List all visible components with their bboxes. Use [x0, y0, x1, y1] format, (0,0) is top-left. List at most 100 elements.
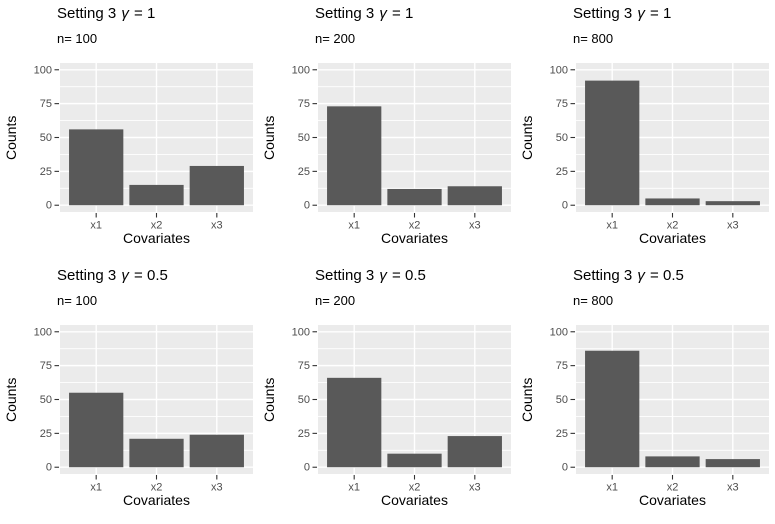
x-axis-title: Covariates [123, 230, 190, 246]
bar-x2 [387, 453, 442, 468]
bar-x1 [69, 129, 124, 206]
bar-x2 [129, 184, 184, 206]
y-tick-label: 0 [562, 462, 568, 474]
y-tick-label: 75 [298, 98, 310, 110]
chart-title-value: = 0.5 [129, 267, 168, 284]
x-tick-label: x3 [727, 220, 739, 232]
x-tick-label: x2 [151, 220, 163, 232]
x-axis-title: Covariates [639, 492, 706, 508]
bar-x3 [705, 201, 760, 206]
x-tick-label: x1 [606, 482, 618, 494]
chart-title-value: = 1 [645, 5, 672, 22]
y-tick-label: 100 [34, 326, 52, 338]
gamma-symbol: γ [637, 5, 645, 22]
plot-area: 0 25 50 75 100 x1 x2 x3 [550, 63, 769, 232]
chart-title: Setting 3 γ = 1 [573, 5, 671, 22]
y-tick-label: 100 [34, 64, 52, 76]
chart-subtitle: n= 100 [57, 31, 98, 46]
y-tick-label: 100 [550, 326, 568, 338]
chart-subtitle: n= 200 [315, 293, 356, 308]
chart-cell-4: Setting 3 γ = 0.5 n= 100 Counts Covariates 0… [0, 262, 258, 524]
x-tick-label: x2 [151, 482, 163, 494]
chart-cell-5: Setting 3 γ = 0.5 n= 200 Counts Covariates 0… [258, 262, 516, 524]
gamma-symbol: γ [637, 267, 645, 284]
gamma-symbol: γ [379, 5, 387, 22]
gamma-symbol: γ [121, 267, 129, 284]
x-tick-label: x1 [606, 220, 618, 232]
x-tick-label: x3 [727, 482, 739, 494]
chart-title: Setting 3 γ = 0.5 [57, 267, 168, 284]
plot-area: 0 25 50 75 100 x1 x2 x3 [34, 63, 253, 232]
chart-title-text: Setting 3 [573, 5, 637, 22]
bar-x3 [189, 165, 244, 206]
y-tick-label: 75 [556, 360, 568, 372]
chart-cell-6: Setting 3 γ = 0.5 n= 800 Counts Covariates 0… [516, 262, 775, 524]
plot-area: 0 25 50 75 100 x1 x2 x3 [550, 325, 769, 494]
x-tick-label: x1 [348, 220, 360, 232]
x-tick-label: x1 [348, 482, 360, 494]
y-tick-label: 25 [40, 166, 52, 178]
chart-title-text: Setting 3 [57, 5, 121, 22]
chart-subtitle: n= 800 [573, 31, 614, 46]
bar-x1 [585, 350, 640, 468]
plot-area: 0 25 50 75 100 x1 x2 x3 [292, 325, 511, 494]
bar-x1 [327, 377, 382, 468]
chart-title-text: Setting 3 [315, 5, 379, 22]
chart-cell-3: Setting 3 γ = 1 n= 800 Counts Covariates 0 25… [516, 0, 775, 262]
chart-title: Setting 3 γ = 1 [57, 5, 155, 22]
bar-x2 [645, 198, 700, 206]
y-tick-label: 25 [556, 166, 568, 178]
bar-x3 [705, 459, 760, 468]
y-tick-label: 50 [298, 394, 310, 406]
y-tick-label: 25 [40, 428, 52, 440]
bar-x3 [447, 186, 502, 206]
x-tick-label: x1 [90, 220, 102, 232]
y-tick-label: 50 [298, 132, 310, 144]
x-tick-label: x1 [90, 482, 102, 494]
y-tick-label: 50 [40, 394, 52, 406]
x-tick-label: x2 [667, 482, 679, 494]
x-axis-title: Covariates [381, 230, 448, 246]
bar-x1 [585, 80, 640, 206]
chart-title-value: = 0.5 [645, 267, 684, 284]
chart-title-text: Setting 3 [315, 267, 379, 284]
y-tick-label: 50 [556, 132, 568, 144]
y-tick-label: 0 [304, 200, 310, 212]
y-tick-label: 50 [40, 132, 52, 144]
x-axis-title: Covariates [123, 492, 190, 508]
bar-x3 [189, 434, 244, 468]
y-tick-label: 75 [40, 98, 52, 110]
y-tick-label: 75 [556, 98, 568, 110]
chart-title-text: Setting 3 [573, 267, 637, 284]
bar-x2 [387, 188, 442, 206]
chart-title-value: = 1 [387, 5, 414, 22]
y-tick-label: 50 [556, 394, 568, 406]
x-tick-label: x2 [409, 482, 421, 494]
x-axis-title: Covariates [381, 492, 448, 508]
gamma-symbol: γ [379, 267, 387, 284]
x-tick-label: x3 [469, 482, 481, 494]
bar-x1 [327, 106, 382, 206]
gamma-symbol: γ [121, 5, 129, 22]
y-tick-label: 75 [298, 360, 310, 372]
y-tick-label: 25 [298, 428, 310, 440]
chart-subtitle: n= 200 [315, 31, 356, 46]
y-tick-label: 75 [40, 360, 52, 372]
y-tick-label: 0 [304, 462, 310, 474]
bar-x1 [69, 392, 124, 468]
y-tick-label: 0 [46, 462, 52, 474]
chart-title-value: = 1 [129, 5, 156, 22]
chart-title: Setting 3 γ = 0.5 [573, 267, 684, 284]
chart-subtitle: n= 800 [573, 293, 614, 308]
x-tick-label: x3 [211, 482, 223, 494]
chart-title: Setting 3 γ = 1 [315, 5, 413, 22]
y-tick-label: 25 [298, 166, 310, 178]
plot-area: 0 25 50 75 100 x1 x2 x3 [34, 325, 253, 494]
x-axis-title: Covariates [639, 230, 706, 246]
y-tick-label: 100 [550, 64, 568, 76]
bar-x3 [447, 436, 502, 468]
bar-x2 [645, 456, 700, 468]
chart-subtitle: n= 100 [57, 293, 98, 308]
plot-area: 0 25 50 75 100 x1 x2 x3 [292, 63, 511, 232]
